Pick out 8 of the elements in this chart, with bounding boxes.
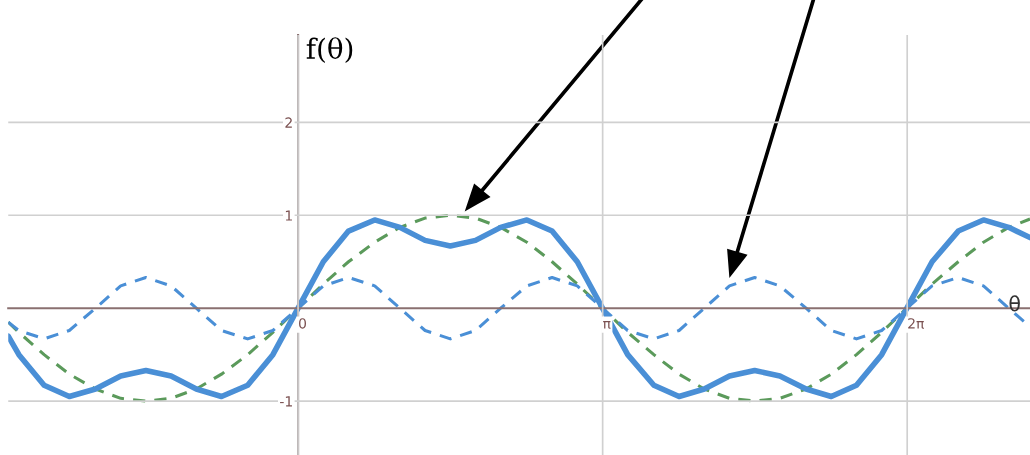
y-tick-label: -1 (280, 396, 292, 407)
y-tick-label: 1 (285, 210, 292, 221)
x-axis-title: θ (1009, 295, 1020, 312)
x-tick-label: π (603, 320, 611, 329)
y-tick-label: 2 (285, 117, 292, 128)
y-axis-title: f(θ) (306, 37, 353, 63)
x-tick-label: 2π (908, 318, 925, 329)
x-tick-label: 0 (299, 318, 307, 329)
